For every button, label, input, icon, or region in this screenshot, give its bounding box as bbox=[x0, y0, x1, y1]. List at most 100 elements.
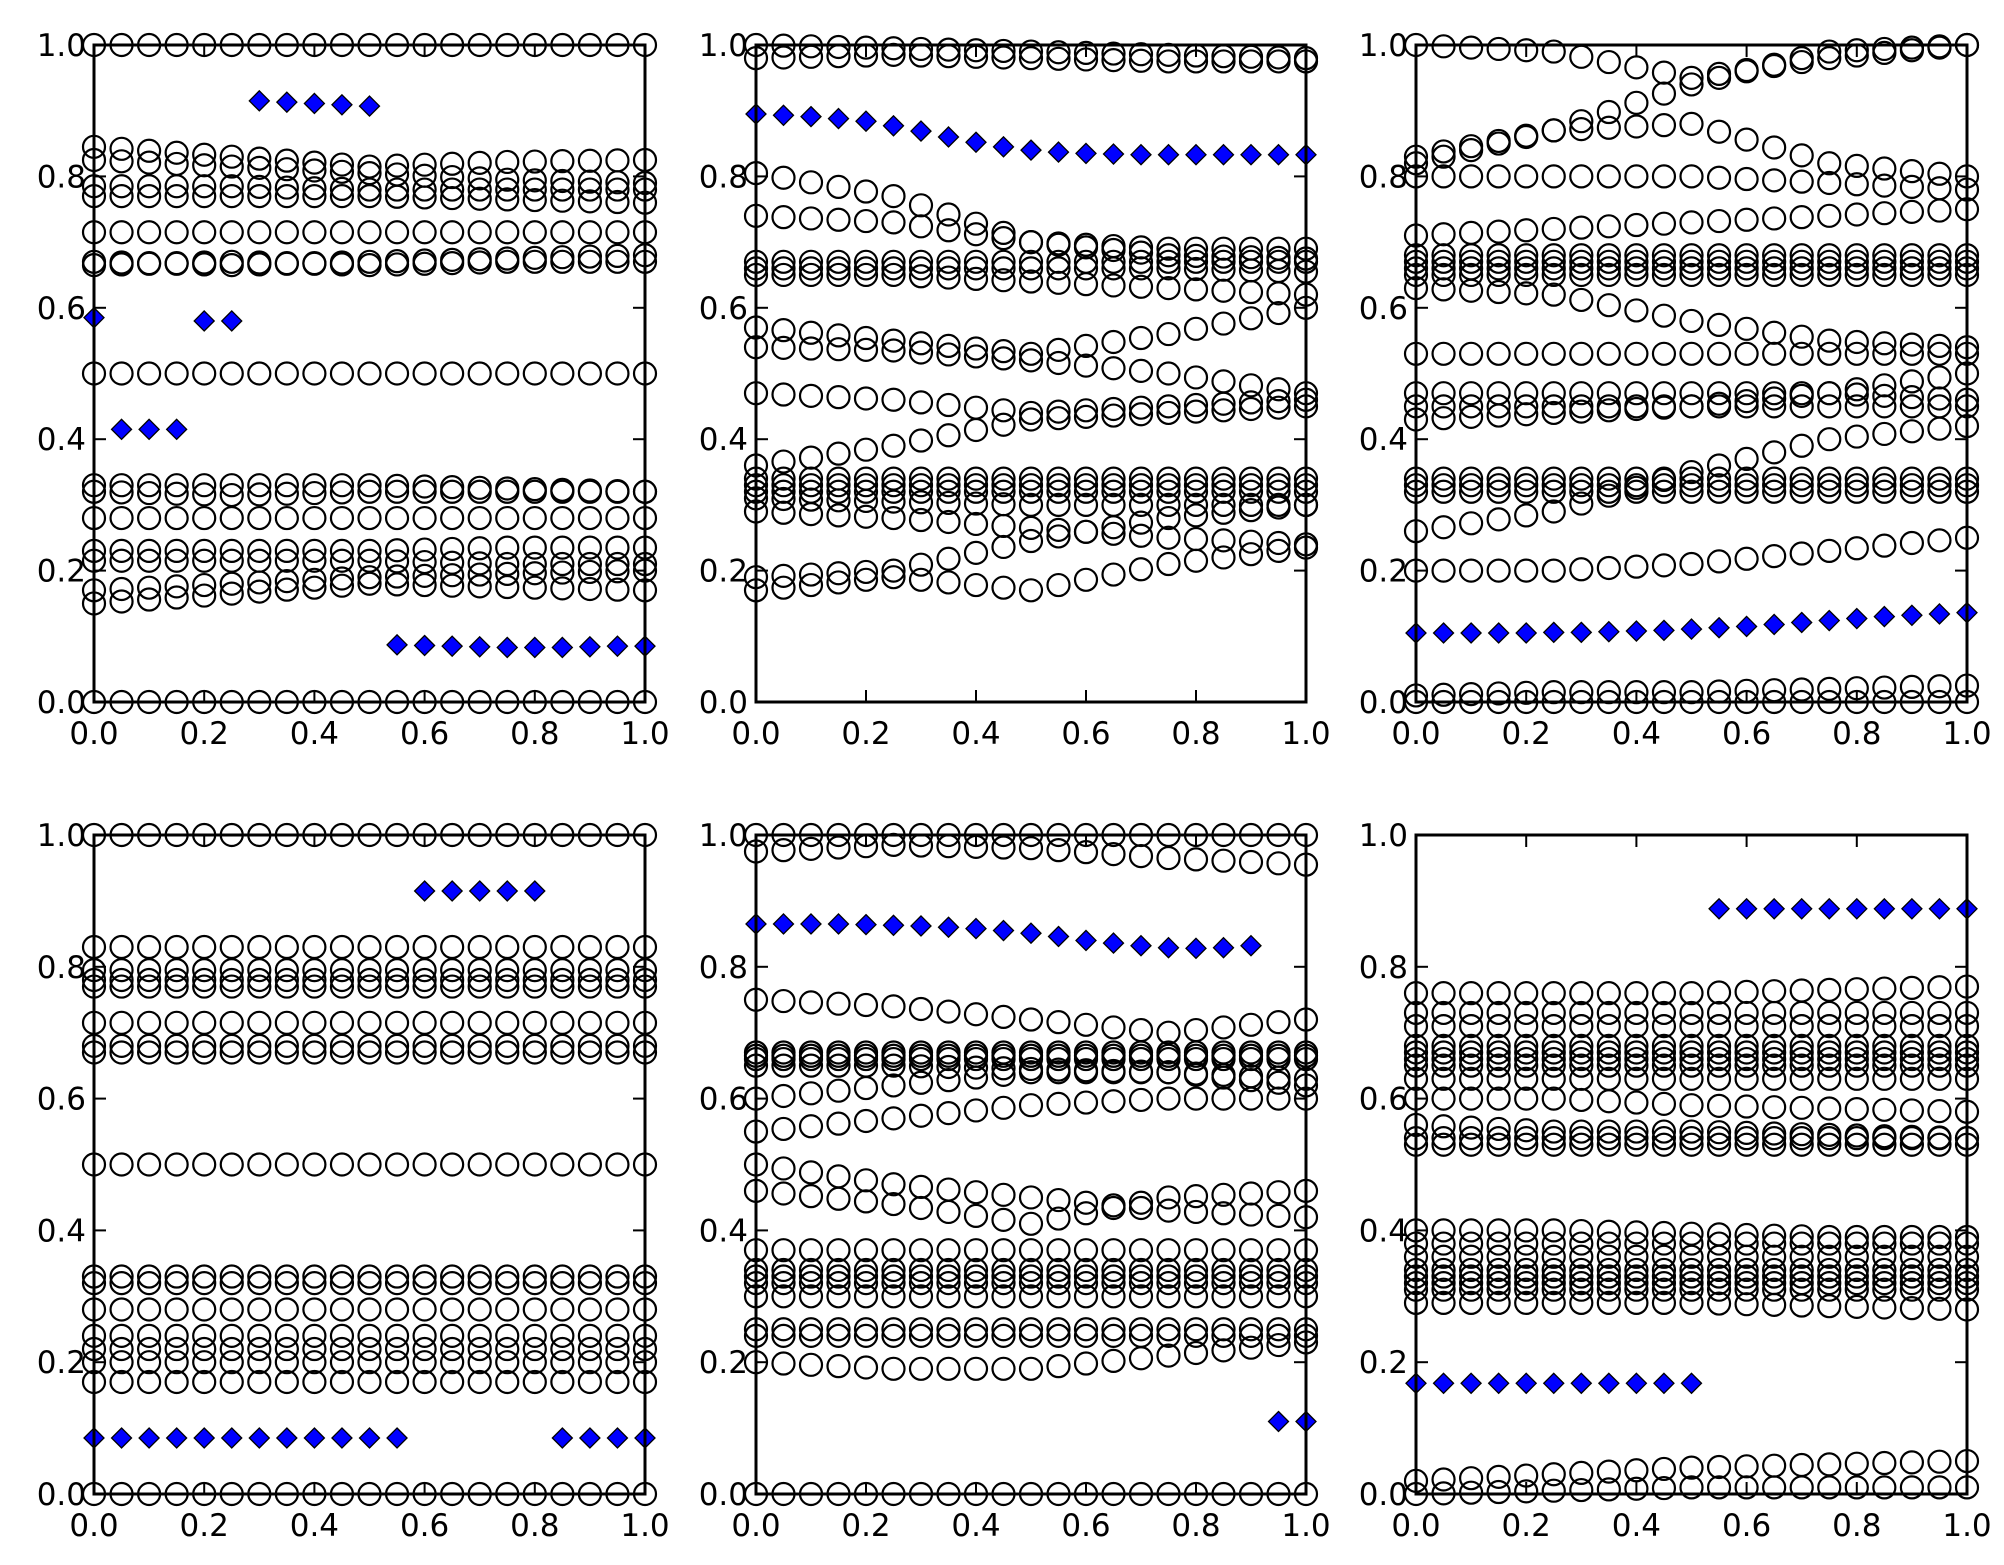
circle-point bbox=[109, 505, 134, 531]
circle-point bbox=[1927, 1000, 1952, 1026]
circle-point bbox=[1679, 1000, 1704, 1026]
circle-point bbox=[1514, 1479, 1539, 1504]
circle-point bbox=[412, 572, 437, 598]
circle-point bbox=[991, 346, 1016, 371]
circle-point bbox=[1789, 1452, 1814, 1478]
circle-point bbox=[1679, 1119, 1704, 1144]
circle-point bbox=[1073, 1257, 1099, 1283]
circle-point bbox=[1569, 1271, 1594, 1296]
circle-point bbox=[826, 570, 851, 595]
circle-point bbox=[384, 1323, 410, 1348]
circle-point bbox=[1624, 262, 1649, 288]
circle-point bbox=[1679, 466, 1704, 491]
circle-point bbox=[605, 1369, 630, 1395]
circle-point bbox=[467, 967, 492, 993]
circle-point bbox=[1844, 1053, 1869, 1078]
circle-point bbox=[522, 1271, 547, 1296]
circle-point bbox=[1046, 406, 1071, 431]
circle-point bbox=[1651, 1014, 1677, 1039]
circle-point bbox=[908, 507, 934, 533]
circle-point bbox=[1156, 1343, 1181, 1368]
circle-point bbox=[495, 551, 520, 577]
circle-point bbox=[1514, 262, 1539, 288]
circle-point bbox=[1706, 381, 1732, 406]
circle-point bbox=[1899, 385, 1925, 410]
circle-point bbox=[1596, 49, 1621, 75]
circle-point bbox=[1651, 1000, 1677, 1026]
circle-point bbox=[1927, 176, 1952, 201]
circle-point bbox=[1706, 1093, 1732, 1118]
circle-point bbox=[302, 505, 327, 531]
circle-point bbox=[1156, 466, 1181, 491]
circle-point bbox=[1899, 394, 1925, 419]
circle-point bbox=[1679, 1033, 1704, 1058]
circle-point bbox=[495, 149, 520, 175]
circle-point bbox=[1624, 164, 1649, 189]
y-tick-label: 1.0 bbox=[1359, 28, 1408, 64]
circle-point bbox=[522, 957, 547, 983]
circle-point bbox=[1073, 492, 1099, 517]
circle-point bbox=[908, 214, 934, 239]
circle-point bbox=[1596, 555, 1621, 581]
circle-point bbox=[274, 1369, 299, 1395]
circle-point bbox=[274, 1152, 299, 1177]
circle-point bbox=[1046, 1010, 1071, 1035]
circle-point bbox=[192, 1297, 217, 1322]
circle-point bbox=[1817, 977, 1842, 1002]
circle-point bbox=[1899, 1040, 1925, 1065]
circle-point bbox=[771, 1238, 796, 1263]
circle-point bbox=[1128, 1195, 1154, 1221]
circle-point bbox=[1624, 475, 1649, 500]
circle-point bbox=[605, 559, 630, 584]
circle-point bbox=[1128, 1346, 1154, 1371]
circle-point bbox=[1514, 1040, 1539, 1065]
circle-point bbox=[522, 535, 547, 560]
circle-point bbox=[1101, 48, 1126, 73]
circle-point bbox=[991, 1257, 1016, 1283]
circle-point bbox=[357, 479, 382, 504]
circle-point bbox=[908, 1103, 934, 1128]
circle-point bbox=[164, 1369, 189, 1395]
circle-point bbox=[1817, 1475, 1842, 1500]
circle-point bbox=[440, 177, 465, 202]
circle-point bbox=[1734, 1277, 1759, 1302]
circle-point bbox=[1266, 1238, 1291, 1263]
circle-point bbox=[412, 1336, 437, 1362]
circle-point bbox=[1128, 1271, 1154, 1296]
circle-point bbox=[881, 1046, 906, 1072]
circle-point bbox=[1624, 396, 1649, 422]
circle-point bbox=[881, 473, 906, 498]
circle-point bbox=[936, 256, 961, 281]
circle-point bbox=[467, 361, 492, 386]
circle-point bbox=[1734, 473, 1759, 498]
circle-point bbox=[1266, 249, 1291, 274]
circle-point bbox=[192, 1040, 217, 1065]
circle-point bbox=[357, 974, 382, 999]
circle-point bbox=[412, 563, 437, 588]
diamond-point bbox=[578, 1427, 601, 1449]
circle-point bbox=[1706, 1040, 1732, 1065]
circle-point bbox=[1073, 1012, 1099, 1037]
circle-point bbox=[1569, 116, 1594, 142]
circle-point bbox=[1927, 198, 1952, 223]
circle-point bbox=[1706, 1291, 1732, 1316]
circle-point bbox=[302, 150, 327, 175]
circle-point bbox=[164, 974, 189, 999]
circle-point bbox=[1624, 1277, 1649, 1302]
y-tick-label: 0.2 bbox=[699, 554, 748, 590]
circle-point bbox=[247, 473, 272, 498]
circle-point bbox=[1128, 1284, 1154, 1309]
circle-point bbox=[495, 479, 520, 504]
x-tick-label: 0.0 bbox=[69, 716, 118, 752]
circle-point bbox=[1431, 1000, 1456, 1026]
circle-point bbox=[1899, 332, 1925, 357]
circle-point bbox=[1073, 333, 1099, 359]
circle-point bbox=[1569, 473, 1594, 498]
circle-point bbox=[1679, 72, 1704, 97]
circle-point bbox=[1762, 1257, 1787, 1283]
circle-point bbox=[412, 1152, 437, 1177]
circle-point bbox=[1569, 1000, 1594, 1026]
circle-point bbox=[1128, 42, 1154, 67]
circle-point bbox=[605, 1336, 630, 1362]
circle-point bbox=[274, 220, 299, 245]
